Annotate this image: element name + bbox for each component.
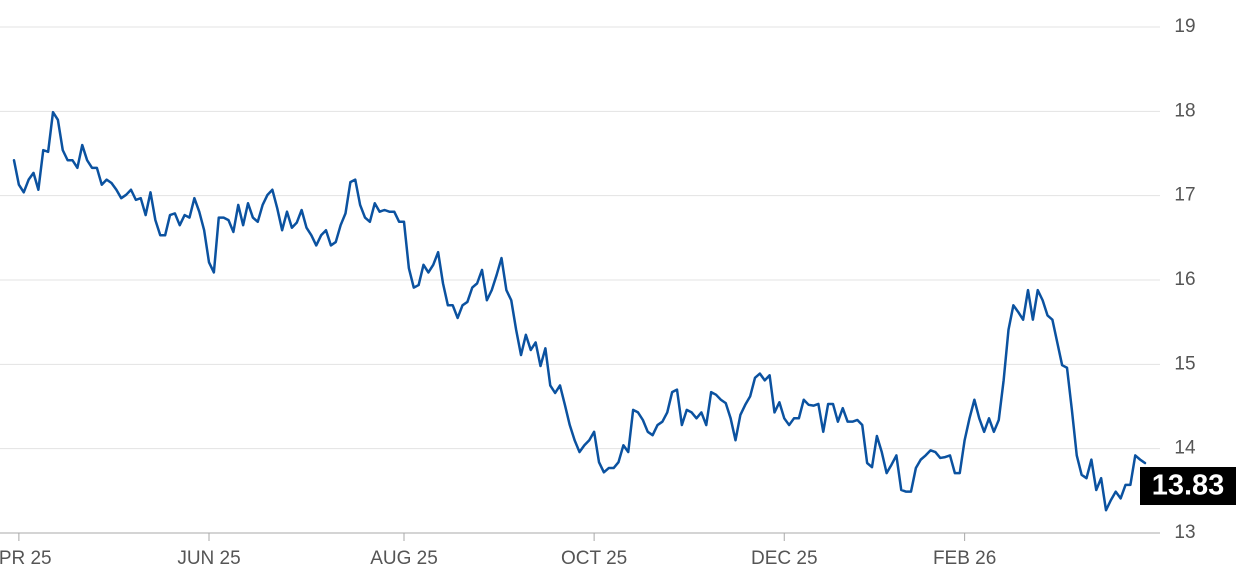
y-tick-label: 15 <box>1174 353 1195 374</box>
y-tick-label: 14 <box>1174 438 1196 459</box>
x-tick-label: DEC 25 <box>751 548 818 569</box>
price-line <box>12 110 1147 512</box>
last-value-label: 13.83 <box>1152 470 1225 502</box>
x-tick-label: AUG 25 <box>370 548 438 569</box>
y-tick-label: 18 <box>1174 100 1195 121</box>
y-tick-label: 17 <box>1174 185 1195 206</box>
x-tick-label: APR 25 <box>0 548 52 569</box>
x-tick-label: OCT 25 <box>561 548 627 569</box>
y-tick-label: 13 <box>1174 522 1195 543</box>
y-tick-label: 19 <box>1174 16 1195 37</box>
x-tick-label: JUN 25 <box>177 548 240 569</box>
x-tick-label: FEB 26 <box>933 548 996 569</box>
y-tick-label: 16 <box>1174 269 1195 290</box>
last-value-badge <box>1140 467 1236 506</box>
